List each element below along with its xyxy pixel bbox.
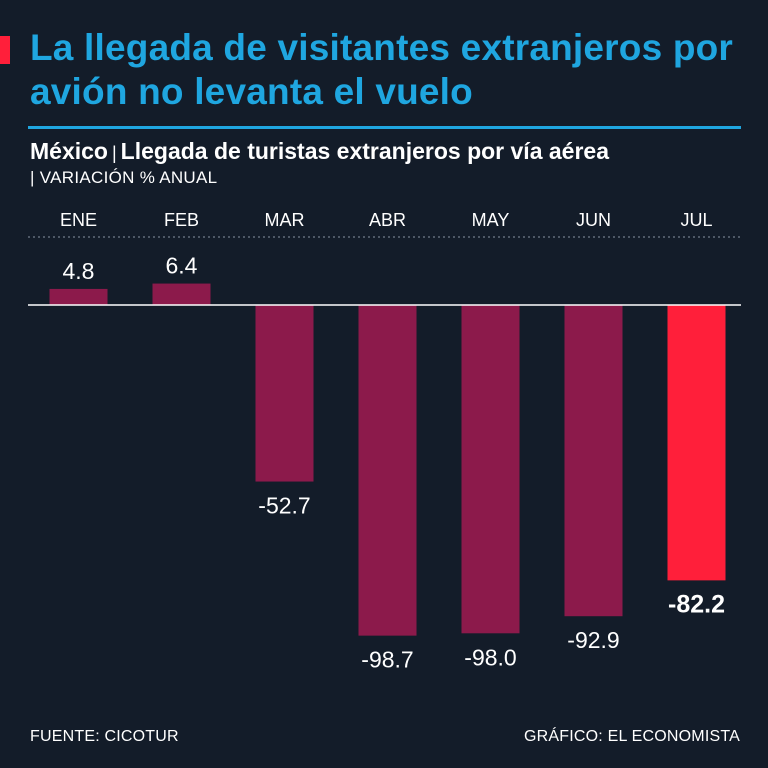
title-rule — [28, 126, 741, 129]
value-label-may: -98.0 — [464, 644, 516, 670]
subtitle-separator: | — [111, 143, 117, 163]
headline: La llegada de visitantes extranjeros por… — [30, 27, 734, 112]
month-label-jun: JUN — [576, 210, 611, 230]
subtitle-description: Llegada de turistas extranjeros por vía … — [120, 138, 609, 164]
value-label-jul: -82.2 — [668, 590, 725, 618]
month-label-mar: MAR — [265, 210, 305, 230]
chart-subtitle: México | Llegada de turistas extranjeros p… — [30, 138, 750, 165]
accent-bar — [0, 36, 10, 64]
value-label-jun: -92.9 — [567, 627, 619, 653]
month-label-may: MAY — [472, 210, 510, 230]
value-label-abr: -98.7 — [361, 647, 413, 673]
bar-abr — [358, 305, 417, 636]
month-label-jul: JUL — [680, 210, 712, 230]
bar-mar — [255, 305, 314, 482]
value-label-feb: 6.4 — [166, 253, 198, 279]
bar-feb — [152, 283, 211, 305]
value-label-mar: -52.7 — [258, 493, 310, 519]
value-label-ene: 4.8 — [63, 258, 95, 284]
bar-ene — [49, 288, 108, 305]
bar-jun — [564, 305, 623, 617]
month-label-feb: FEB — [164, 210, 199, 230]
graphic-credit: GRÁFICO: EL ECONOMISTA — [524, 728, 740, 745]
month-label-abr: ABR — [369, 210, 406, 230]
source-credit: FUENTE: CICOTUR — [30, 728, 179, 745]
subtitle-country: México — [30, 138, 108, 164]
bar-jul — [667, 305, 726, 581]
units-label: | VARIACIÓN % ANUAL — [30, 168, 218, 187]
bar-may — [461, 305, 520, 634]
month-label-ene: ENE — [60, 210, 97, 230]
